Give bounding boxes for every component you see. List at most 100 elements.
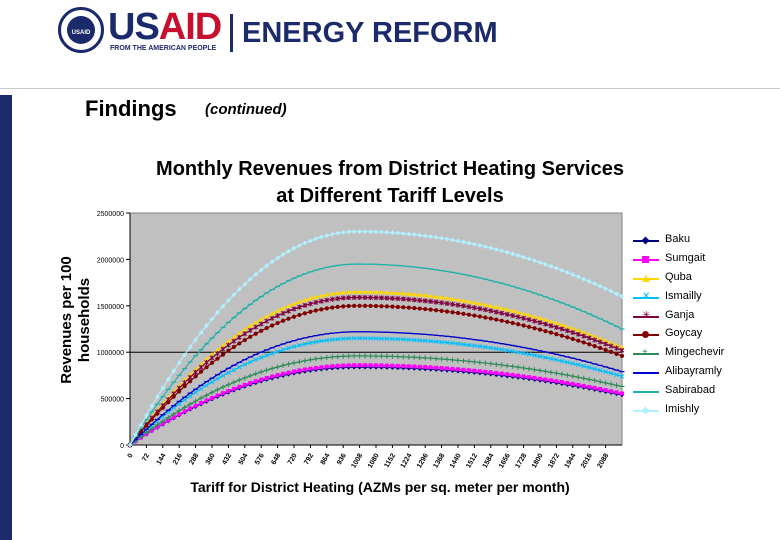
- series-marker: [357, 229, 362, 234]
- series-marker: [215, 347, 220, 352]
- series-marker: [499, 371, 504, 376]
- series-marker: [264, 353, 270, 358]
- legend-marker: [642, 255, 649, 263]
- series-marker: [264, 263, 270, 269]
- series-marker: [543, 261, 548, 267]
- series-marker: [253, 371, 259, 377]
- series-marker: [313, 299, 319, 305]
- series-marker: [210, 395, 214, 400]
- series-marker: [209, 316, 215, 322]
- series-marker: [488, 370, 493, 375]
- series-marker: [384, 304, 390, 309]
- series-marker: [620, 391, 624, 396]
- series-marker: [477, 369, 482, 374]
- series-marker: [614, 342, 619, 348]
- series-marker: [280, 305, 286, 311]
- x-tick-label: 72: [141, 452, 151, 462]
- series-marker: [389, 353, 395, 359]
- series-marker: [225, 382, 231, 388]
- series-marker: [346, 289, 352, 295]
- series-marker: [302, 240, 308, 246]
- usaid-tagline: FROM THE AMERICAN PEOPLE: [110, 45, 217, 52]
- series-marker: [598, 345, 603, 351]
- series-marker: [187, 401, 193, 407]
- series-marker: [313, 356, 319, 362]
- legend-marker: [642, 331, 649, 339]
- series-marker: [209, 351, 215, 357]
- series-marker: [554, 379, 559, 384]
- series-marker: [526, 312, 532, 318]
- series-marker: [340, 353, 346, 359]
- series-marker: [188, 406, 193, 411]
- series-marker: [368, 353, 374, 359]
- series-marker: [236, 364, 242, 370]
- x-tick-label: 1080: [367, 452, 381, 469]
- x-tick-label: 1728: [514, 452, 528, 469]
- x-tick-label: 864: [320, 452, 332, 466]
- series-marker: [253, 357, 259, 363]
- series-marker: [521, 254, 526, 260]
- series-marker: [543, 317, 548, 322]
- series-marker: [592, 385, 597, 390]
- series-marker: [603, 338, 608, 343]
- series-marker: [439, 356, 445, 362]
- x-tick-label: 2088: [596, 452, 610, 469]
- series-marker: [439, 366, 444, 371]
- series-marker: [198, 330, 204, 335]
- series-marker: [308, 295, 313, 301]
- series-marker: [258, 316, 264, 322]
- series-marker: [308, 366, 313, 371]
- x-tick-label: 1368: [432, 452, 446, 469]
- legend-item: Baku: [633, 232, 773, 251]
- series-marker: [488, 316, 493, 321]
- series-marker: [307, 357, 313, 363]
- series-marker: [390, 295, 395, 301]
- series-marker: [291, 306, 297, 312]
- series-marker: [444, 356, 450, 362]
- legend-marker: +: [642, 347, 648, 359]
- series-marker: [297, 368, 302, 373]
- x-tick-label: 720: [287, 452, 299, 466]
- series-marker: [526, 324, 532, 329]
- series-marker: [586, 376, 592, 382]
- series-marker: [177, 412, 182, 417]
- legend-label: Ismailly: [665, 289, 702, 302]
- series-marker: [493, 304, 499, 310]
- series-marker: [608, 288, 614, 294]
- series-marker: [379, 336, 384, 341]
- series-marker: [608, 349, 614, 354]
- series-marker: [275, 313, 280, 319]
- seal-center: USAID: [67, 16, 95, 44]
- series-marker: [559, 380, 564, 385]
- series-marker: [160, 405, 165, 410]
- legend-swatch: [633, 372, 659, 375]
- series-marker: [400, 231, 406, 236]
- legend-label: Quba: [665, 270, 692, 283]
- series-marker: [253, 324, 259, 330]
- series-marker: [587, 384, 592, 389]
- series-marker: [335, 230, 341, 236]
- series-marker: [444, 300, 450, 306]
- series-marker: [226, 342, 231, 348]
- series-marker: [493, 361, 499, 367]
- series-marker: [406, 354, 412, 360]
- series-marker: [248, 334, 253, 339]
- series-marker: [226, 298, 231, 303]
- series-marker: [493, 247, 499, 252]
- x-tick-label: 144: [156, 452, 168, 466]
- series-marker: [619, 353, 625, 359]
- series-marker: [291, 360, 297, 366]
- series-marker: [335, 336, 341, 342]
- series-marker: [499, 310, 505, 316]
- series-marker: [318, 355, 324, 361]
- series-marker: [444, 309, 450, 314]
- series-marker: [319, 365, 324, 370]
- series-marker: [329, 296, 335, 302]
- series-marker: [330, 364, 335, 369]
- series-marker: [450, 301, 455, 307]
- series-marker: [395, 354, 401, 360]
- seal-text: USAID: [71, 30, 91, 36]
- series-marker: [335, 290, 341, 296]
- series-marker: [346, 363, 351, 368]
